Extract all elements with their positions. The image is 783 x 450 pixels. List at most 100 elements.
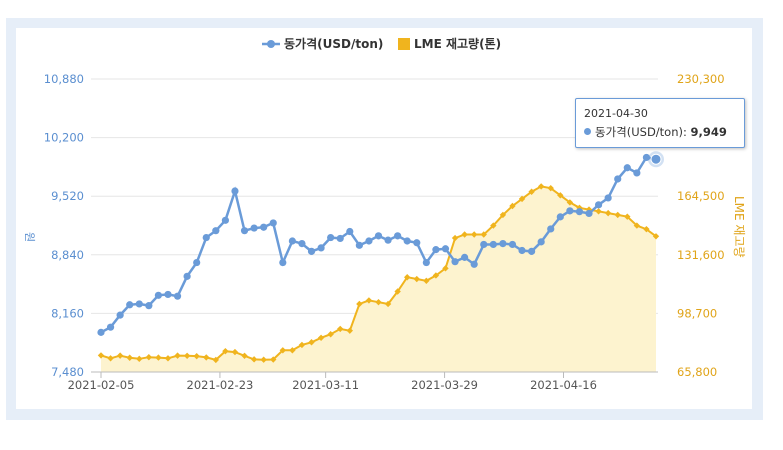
price-point[interactable] xyxy=(633,169,641,177)
inventory-point[interactable] xyxy=(174,352,181,359)
inventory-point[interactable] xyxy=(470,231,478,238)
inventory-point[interactable] xyxy=(270,356,277,363)
price-point[interactable] xyxy=(470,260,478,268)
price-point[interactable] xyxy=(508,240,517,249)
inventory-point[interactable] xyxy=(537,183,545,190)
price-point[interactable] xyxy=(461,253,469,261)
inventory-point[interactable] xyxy=(107,355,114,362)
price-point[interactable] xyxy=(355,241,363,249)
price-point[interactable] xyxy=(288,237,296,245)
price-point[interactable] xyxy=(317,244,325,252)
price-point[interactable] xyxy=(537,238,545,246)
price-point[interactable] xyxy=(336,234,344,243)
legend-inventory-label[interactable]: LME 재고량(톤) xyxy=(414,37,501,51)
inventory-point[interactable] xyxy=(490,222,497,229)
inventory-point[interactable] xyxy=(413,275,420,283)
price-point[interactable] xyxy=(126,301,134,309)
inventory-point[interactable] xyxy=(126,354,133,361)
inventory-point[interactable] xyxy=(317,334,325,342)
price-point[interactable] xyxy=(489,240,497,249)
inventory-point[interactable] xyxy=(279,347,287,354)
price-point[interactable] xyxy=(480,240,488,249)
price-point[interactable] xyxy=(164,290,172,299)
inventory-point[interactable] xyxy=(624,213,631,220)
price-point[interactable] xyxy=(394,232,402,240)
inventory-point[interactable] xyxy=(595,208,602,215)
price-point[interactable] xyxy=(518,246,526,255)
inventory-point[interactable] xyxy=(308,339,315,346)
inventory-point[interactable] xyxy=(547,184,554,192)
inventory-point[interactable] xyxy=(346,327,353,334)
inventory-point[interactable] xyxy=(298,341,306,349)
price-point[interactable] xyxy=(279,258,287,267)
price-point[interactable] xyxy=(250,224,258,232)
inventory-point[interactable] xyxy=(528,188,535,195)
inventory-point[interactable] xyxy=(289,347,296,354)
price-point[interactable] xyxy=(384,236,392,244)
price-point[interactable] xyxy=(499,239,507,248)
inventory-point[interactable] xyxy=(461,231,468,238)
inventory-point[interactable] xyxy=(193,352,200,360)
inventory-point[interactable] xyxy=(145,354,153,361)
price-point[interactable] xyxy=(145,302,153,310)
price-point[interactable] xyxy=(413,239,421,247)
inventory-point[interactable] xyxy=(566,199,574,206)
price-point[interactable] xyxy=(594,201,603,209)
inventory-point[interactable] xyxy=(633,222,641,229)
price-point[interactable] xyxy=(269,219,277,227)
price-point[interactable] xyxy=(556,213,564,221)
price-point[interactable] xyxy=(212,227,220,235)
inventory-point[interactable] xyxy=(480,231,487,238)
price-point[interactable] xyxy=(173,292,182,300)
inventory-point[interactable] xyxy=(643,225,650,233)
inventory-point[interactable] xyxy=(423,277,430,285)
price-point[interactable] xyxy=(566,207,574,215)
inventory-point[interactable] xyxy=(164,355,172,362)
inventory-point[interactable] xyxy=(337,325,344,333)
price-point[interactable] xyxy=(650,153,662,165)
price-point[interactable] xyxy=(614,175,622,183)
inventory-point[interactable] xyxy=(241,352,248,359)
inventory-point[interactable] xyxy=(557,192,564,199)
inventory-point[interactable] xyxy=(518,195,526,203)
inventory-point[interactable] xyxy=(155,354,162,361)
inventory-point[interactable] xyxy=(509,202,516,210)
inventory-point[interactable] xyxy=(183,352,191,359)
inventory-point[interactable] xyxy=(375,298,382,306)
inventory-point[interactable] xyxy=(327,331,334,338)
price-point[interactable] xyxy=(135,300,143,308)
price-point[interactable] xyxy=(604,194,612,202)
price-point[interactable] xyxy=(547,225,555,233)
inventory-point[interactable] xyxy=(203,354,210,361)
price-point[interactable] xyxy=(441,245,450,253)
price-point[interactable] xyxy=(422,258,430,267)
inventory-point[interactable] xyxy=(260,356,267,363)
inventory-point[interactable] xyxy=(231,348,239,356)
price-point[interactable] xyxy=(623,164,631,172)
price-point[interactable] xyxy=(432,246,440,254)
price-point[interactable] xyxy=(260,223,268,231)
inventory-point[interactable] xyxy=(652,233,660,240)
price-point[interactable] xyxy=(106,323,115,331)
price-point[interactable] xyxy=(575,208,584,216)
price-point[interactable] xyxy=(642,153,651,162)
price-point[interactable] xyxy=(403,237,411,245)
legend-price-label[interactable]: 동가격(USD/ton) xyxy=(284,36,383,51)
price-point[interactable] xyxy=(240,227,249,235)
price-point[interactable] xyxy=(528,247,536,255)
inventory-point[interactable] xyxy=(136,355,143,363)
inventory-point[interactable] xyxy=(432,272,440,279)
price-point[interactable] xyxy=(307,247,316,255)
inventory-point[interactable] xyxy=(97,352,105,359)
price-point[interactable] xyxy=(327,233,335,242)
price-point[interactable] xyxy=(202,233,210,242)
price-point[interactable] xyxy=(183,272,191,280)
price-point[interactable] xyxy=(298,239,306,248)
inventory-point[interactable] xyxy=(404,274,411,281)
inventory-point[interactable] xyxy=(116,352,124,359)
inventory-point[interactable] xyxy=(250,356,258,363)
inventory-point[interactable] xyxy=(384,300,392,308)
inventory-point[interactable] xyxy=(442,265,449,272)
price-point[interactable] xyxy=(585,209,593,218)
price-point[interactable] xyxy=(231,187,239,195)
